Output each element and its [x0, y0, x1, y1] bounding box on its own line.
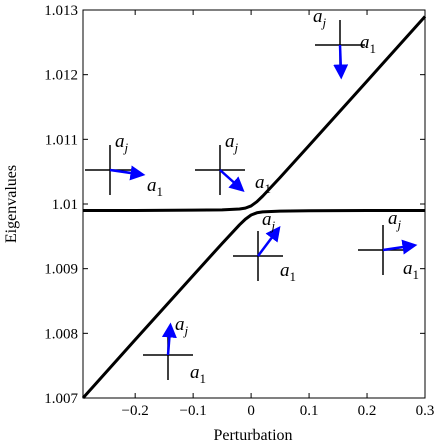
- inset-label: aj: [313, 6, 327, 30]
- x-tick-label: 0.3: [416, 403, 435, 419]
- inset-label-base: a: [255, 172, 265, 193]
- inset-label-sub: j: [183, 323, 189, 338]
- series-line: [83, 15, 427, 212]
- inset-arrow: [382, 239, 418, 255]
- inset-arrow: [333, 44, 349, 80]
- x-tick-label: −0.1: [180, 403, 207, 419]
- inset-label-base: a: [403, 258, 413, 279]
- inset-label: a1: [190, 362, 206, 386]
- inset-label-base: a: [115, 131, 125, 152]
- inset-label-sub: j: [270, 218, 276, 233]
- inset-label: aj: [115, 131, 129, 155]
- x-tick-label: 0.1: [300, 403, 319, 419]
- inset-label-sub: j: [233, 140, 239, 155]
- inset-label-base: a: [388, 208, 398, 229]
- inset-arrow: [219, 169, 245, 193]
- inset-label: aj: [262, 209, 276, 233]
- y-tick-label: 1.011: [45, 132, 78, 148]
- inset-label-sub: j: [321, 15, 327, 30]
- inset-label: a1: [147, 175, 163, 199]
- inset-label-base: a: [280, 260, 290, 281]
- y-tick-label: 1.012: [44, 68, 78, 84]
- x-tick-label: 0: [247, 403, 255, 419]
- inset-label-base: a: [147, 175, 157, 196]
- inset-label: a1: [360, 32, 376, 56]
- series-line: [81, 208, 425, 400]
- x-axis-label: Perturbation: [213, 427, 292, 444]
- inset-label-base: a: [175, 314, 185, 335]
- inset-label-sub: 1: [157, 184, 164, 199]
- y-tick-label: 1.007: [44, 391, 78, 407]
- x-tick-label: −0.2: [122, 403, 149, 419]
- inset-label: aj: [175, 314, 189, 338]
- inset-label: a1: [255, 172, 271, 196]
- x-tick-label: 0.2: [358, 403, 377, 419]
- inset-label-sub: 1: [290, 269, 297, 284]
- inset-label: aj: [388, 208, 402, 232]
- inset-label: aj: [225, 131, 239, 155]
- inset-label-sub: j: [396, 217, 402, 232]
- inset-label: a1: [403, 258, 419, 282]
- inset-label-base: a: [313, 6, 323, 27]
- inset-arrow: [257, 226, 281, 257]
- y-tick-label: 1.01: [52, 197, 78, 213]
- inset-label-base: a: [262, 209, 272, 230]
- inset-arrow: [161, 322, 177, 356]
- inset-label-sub: 1: [200, 371, 207, 386]
- y-tick-label: 1.008: [44, 326, 78, 342]
- y-tick-label: 1.013: [44, 3, 78, 19]
- y-axis-label: Eigenvalues: [3, 165, 20, 243]
- inset-label-sub: 1: [413, 267, 420, 282]
- inset-label-sub: j: [123, 140, 129, 155]
- inset-label: a1: [280, 260, 296, 284]
- inset-label-base: a: [225, 131, 235, 152]
- inset-label-base: a: [190, 362, 200, 383]
- inset-label-base: a: [360, 32, 370, 53]
- inset-label-sub: 1: [370, 41, 377, 56]
- inset-label-sub: 1: [265, 181, 272, 196]
- y-tick-label: 1.009: [44, 262, 78, 278]
- inset-arrow: [109, 165, 146, 181]
